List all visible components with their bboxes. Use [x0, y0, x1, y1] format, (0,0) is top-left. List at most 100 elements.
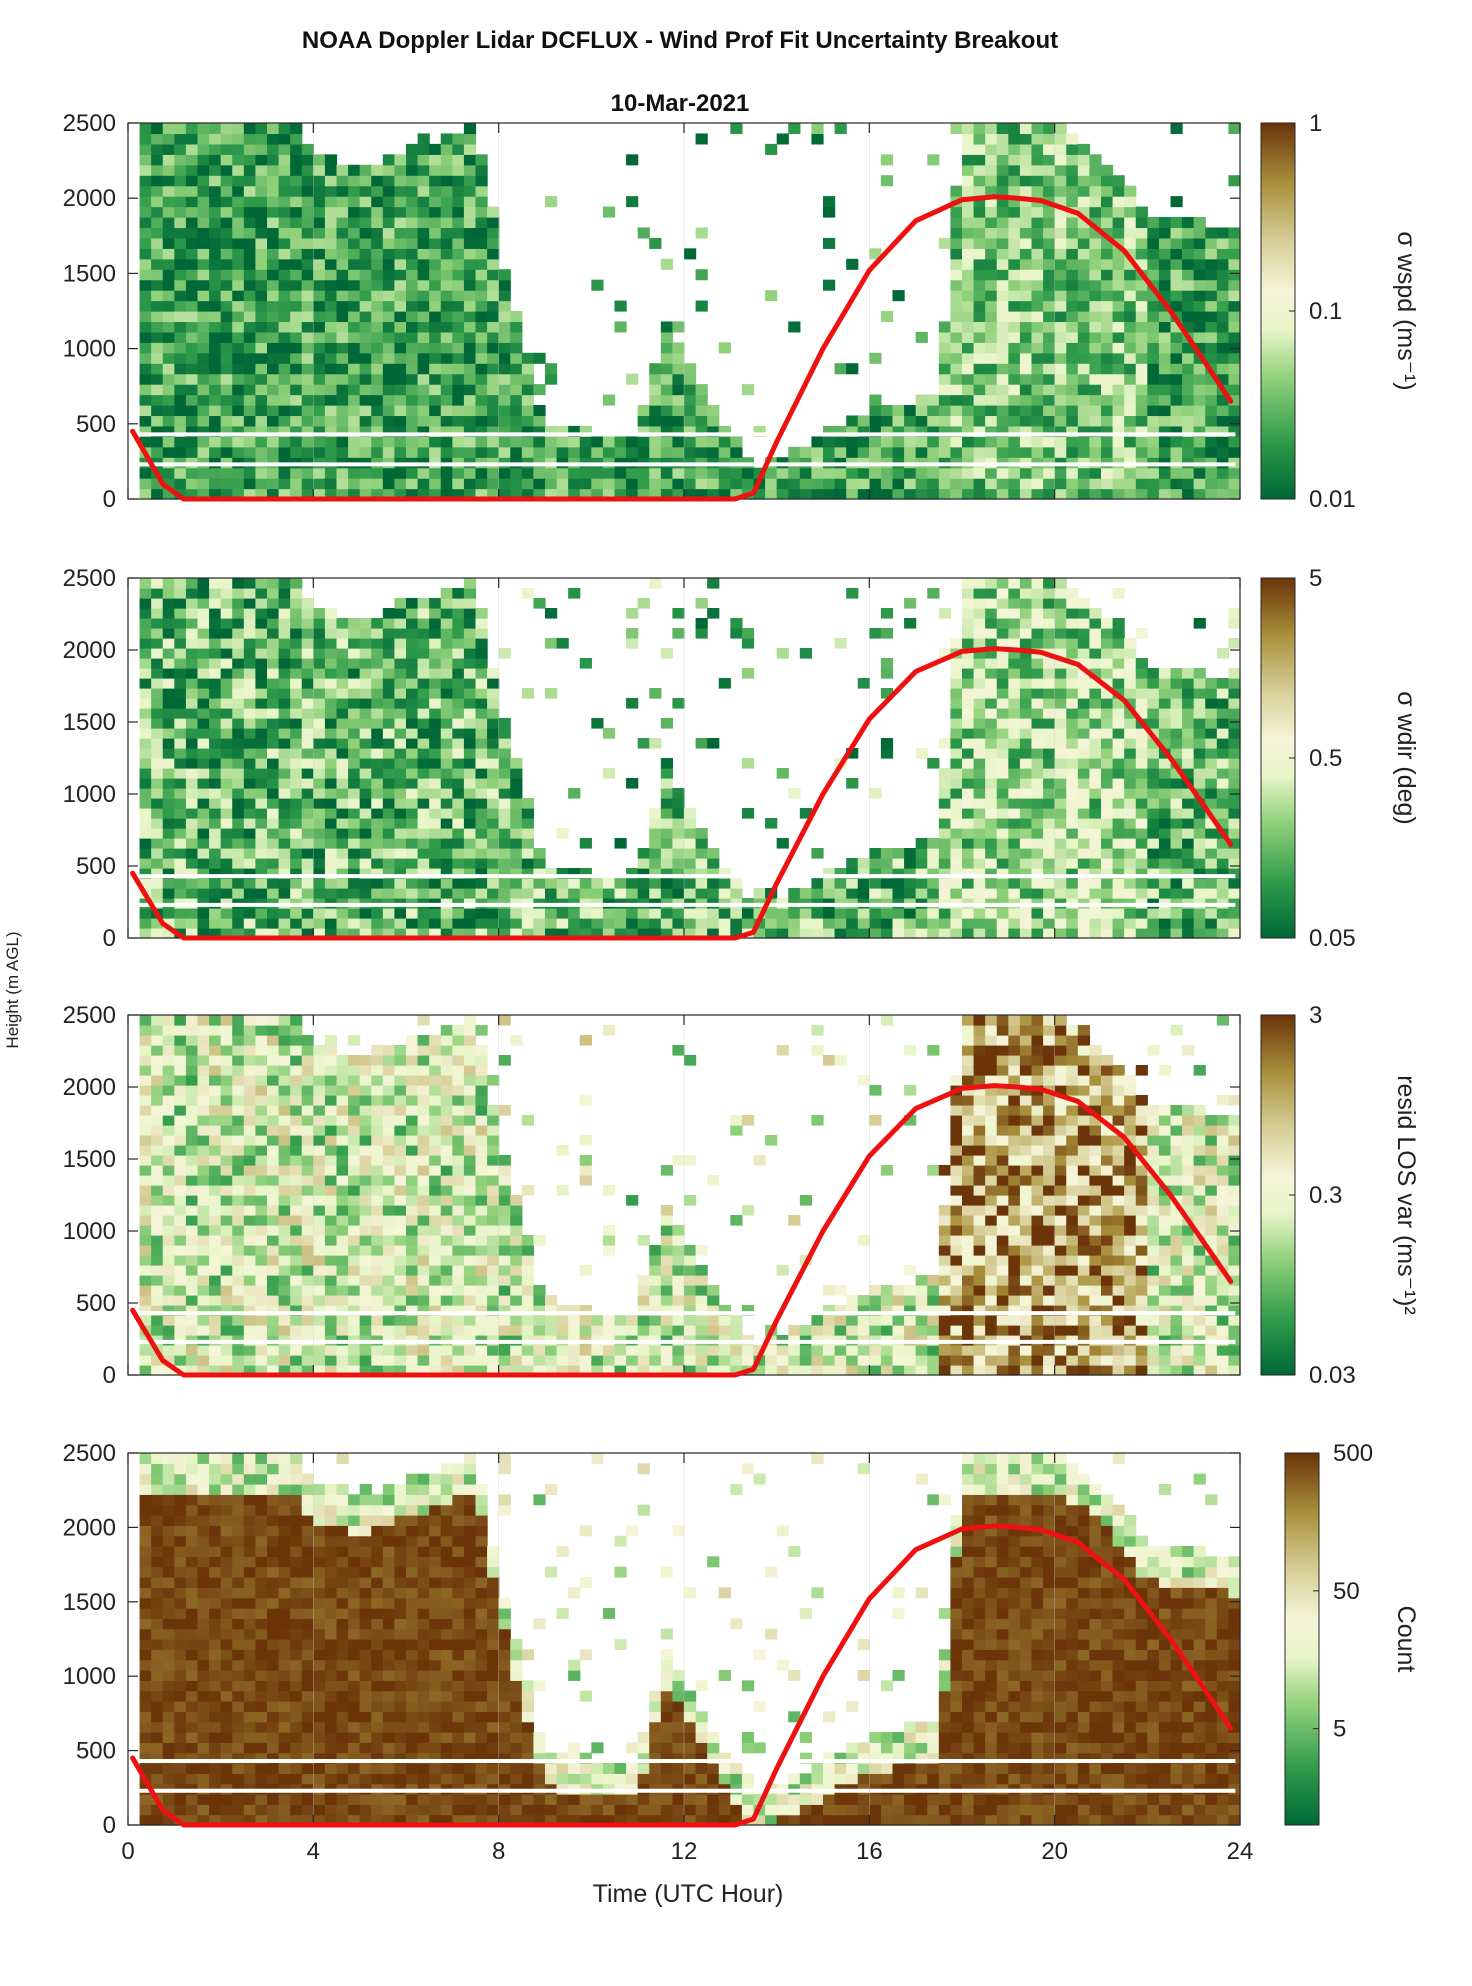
heatmap-cell	[788, 488, 801, 500]
heatmap-cell	[197, 1255, 210, 1266]
heatmap-cell	[962, 818, 975, 829]
heatmap-cell	[371, 175, 384, 187]
heatmap-cell	[1135, 384, 1148, 396]
heatmap-cell	[348, 688, 361, 699]
heatmap-cell	[1066, 778, 1079, 789]
heatmap-cell	[290, 384, 303, 396]
heatmap-cell	[846, 478, 859, 490]
heatmap-cell	[950, 373, 963, 385]
heatmap-cell	[209, 878, 222, 889]
heatmap-cell	[174, 311, 187, 323]
heatmap-cell	[1043, 908, 1056, 919]
heatmap-cell	[243, 467, 257, 479]
heatmap-cell	[174, 1065, 187, 1076]
heatmap-cell	[151, 718, 164, 729]
heatmap-cell	[255, 321, 268, 333]
heatmap-cell	[197, 848, 210, 859]
heatmap-cell	[498, 798, 511, 809]
heatmap-cell	[1089, 858, 1102, 869]
heatmap-cell	[973, 728, 986, 739]
heatmap-cell	[1193, 279, 1206, 291]
heatmap-cell	[1089, 638, 1102, 649]
heatmap-cell	[382, 908, 396, 919]
heatmap-cell	[209, 758, 222, 769]
heatmap-cell	[996, 798, 1009, 809]
heatmap-cell	[174, 415, 187, 427]
heatmap-cell	[429, 598, 442, 609]
heatmap-cell	[1019, 321, 1033, 333]
heatmap-cell	[973, 478, 986, 490]
heatmap-cell	[185, 808, 199, 819]
heatmap-cell	[545, 436, 558, 448]
heatmap-cell	[1158, 908, 1172, 919]
heatmap-cell	[290, 578, 303, 589]
heatmap-cell	[174, 1255, 187, 1266]
heatmap-cell	[301, 828, 314, 839]
heatmap-cell	[1008, 478, 1021, 490]
heatmap-cell	[1054, 598, 1067, 609]
heatmap-cell	[406, 788, 419, 799]
heatmap-cell	[637, 467, 650, 479]
heatmap-cell	[1019, 425, 1033, 437]
heatmap-cell	[1043, 658, 1056, 669]
heatmap-cell	[973, 648, 986, 659]
heatmap-cell	[278, 279, 291, 291]
heatmap-cell	[510, 331, 523, 343]
heatmap-cell	[463, 738, 477, 749]
heatmap-cell	[162, 321, 175, 333]
heatmap-cell	[788, 888, 801, 899]
heatmap-cell	[220, 798, 233, 809]
heatmap-cell	[162, 608, 175, 619]
heatmap-cell	[406, 206, 419, 218]
heatmap-cell	[220, 608, 233, 619]
heatmap-cell	[452, 658, 465, 669]
heatmap-cell	[684, 818, 697, 829]
heatmap-cell	[440, 217, 453, 229]
heatmap-cell	[1193, 728, 1206, 739]
heatmap-cell	[301, 638, 314, 649]
heatmap-cell	[660, 446, 674, 458]
heatmap-cell	[1019, 868, 1033, 879]
heatmap-cell	[417, 279, 430, 291]
heatmap-cell	[962, 488, 975, 500]
heatmap-cell	[487, 798, 500, 809]
heatmap-cell	[950, 405, 963, 417]
heatmap-cell	[417, 718, 430, 729]
heatmap-cell	[1101, 678, 1114, 689]
heatmap-cell	[359, 808, 372, 819]
heatmap-cell	[1019, 778, 1033, 789]
heatmap-cell	[301, 164, 314, 176]
heatmap-cell	[463, 728, 477, 739]
heatmap-cell	[371, 405, 384, 417]
heatmap-cell	[973, 123, 986, 135]
heatmap-cell	[440, 206, 453, 218]
heatmap-cell	[1124, 300, 1137, 312]
heatmap-cell	[1112, 668, 1125, 679]
heatmap-cell	[1054, 405, 1067, 417]
heatmap-cell	[1019, 668, 1033, 679]
heatmap-cell	[348, 888, 361, 899]
heatmap-cell	[185, 638, 199, 649]
heatmap-cell	[857, 888, 870, 899]
heatmap-cell	[973, 133, 986, 145]
heatmap-cell	[452, 698, 465, 709]
heatmap-cell	[1216, 478, 1230, 490]
heatmap-cell	[382, 838, 396, 849]
heatmap-cell	[788, 918, 801, 929]
heatmap-cell	[417, 488, 430, 500]
heatmap-cell	[429, 788, 442, 799]
heatmap-cell	[1031, 217, 1044, 229]
heatmap-cell	[1193, 668, 1206, 679]
heatmap-cell	[301, 808, 314, 819]
heatmap-cell	[139, 688, 152, 699]
heatmap-cell	[301, 758, 314, 769]
heatmap-cell	[950, 838, 963, 849]
heatmap-cell	[278, 918, 291, 929]
heatmap-cell	[1170, 425, 1183, 437]
heatmap-cell	[313, 688, 326, 699]
heatmap-cell	[440, 300, 453, 312]
heatmap-cell	[475, 808, 488, 819]
heatmap-cell	[1193, 768, 1206, 779]
heatmap-cell	[290, 425, 303, 437]
heatmap-cell	[174, 1355, 187, 1366]
